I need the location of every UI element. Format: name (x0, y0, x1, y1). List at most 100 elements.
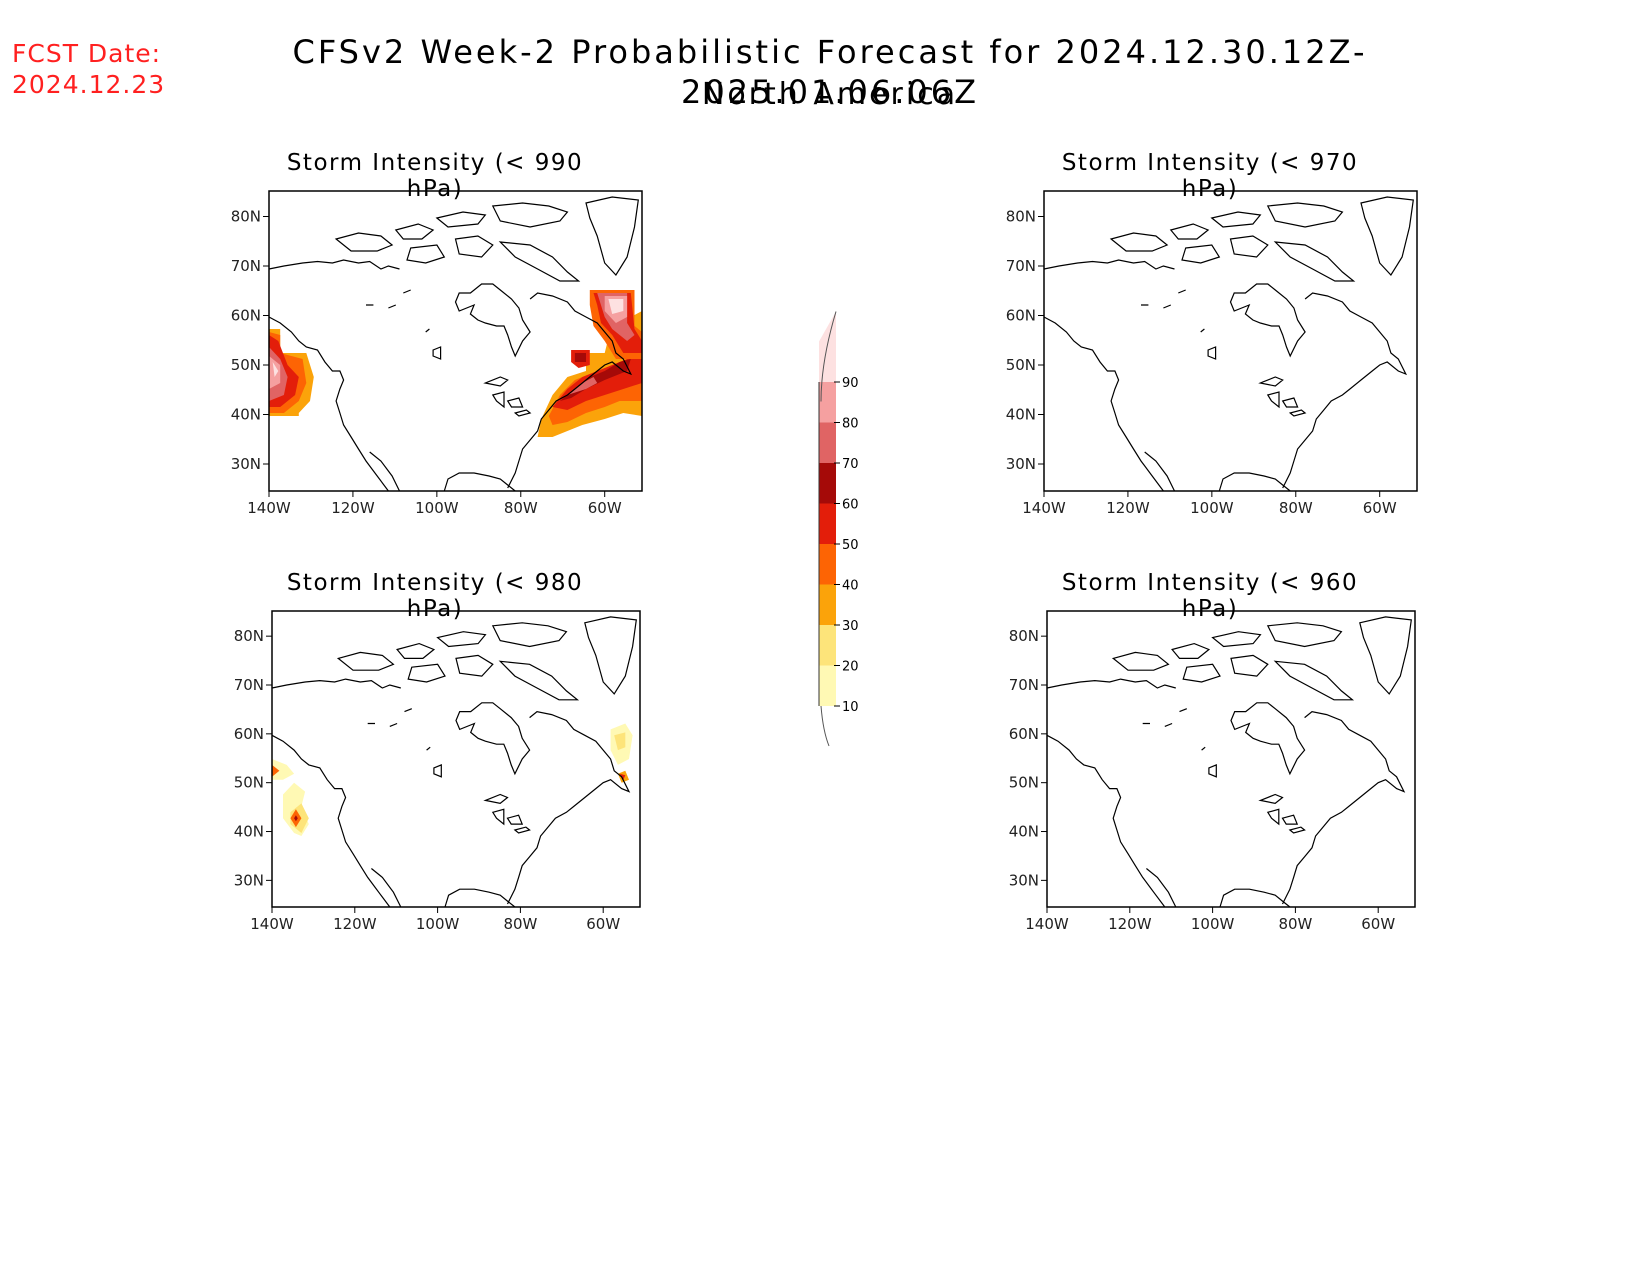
map-panels: 80N 70N 60N 50N 40N 30N 140W 120W 100W 80W 60W 80N 7… (231, 190, 1418, 933)
colorbar-segment (819, 625, 836, 666)
lon-tick-label: 100W (415, 499, 459, 517)
coastline (1046, 616, 1412, 908)
lat-tick-label: 40N (234, 823, 264, 841)
coastline-path (443, 292, 633, 492)
lon-tick-label: 100W (416, 915, 460, 933)
lat-tick-label: 80N (231, 208, 261, 226)
forecast-date-label: FCST Date: 2024.12.23 (12, 38, 165, 100)
coastline-path (1142, 708, 1217, 778)
lon-tick-label: 60W (1363, 499, 1397, 517)
coastline-path (366, 289, 442, 360)
coastline-path (271, 678, 401, 908)
colorbar-segment (819, 665, 836, 706)
colorbar-segment (819, 503, 836, 544)
colorbar-bottom-curve (820, 705, 830, 747)
lon-tick-label: 120W (333, 915, 377, 933)
panel-title-980: Storm Intensity (< 980 hPa) (286, 570, 584, 622)
lat-tick-label: 50N (1009, 774, 1039, 792)
lat-tick-label: 40N (231, 406, 261, 424)
lat-tick-label: 60N (231, 307, 261, 325)
panel-title-970: Storm Intensity (< 970 hPa) (1061, 150, 1359, 202)
probability-shade (272, 362, 279, 377)
coastline-path (1230, 702, 1306, 776)
colorbar-top-curve (820, 311, 837, 402)
coastline-path (334, 196, 639, 282)
lat-tick-label: 60N (1006, 307, 1036, 325)
probability-shade (608, 299, 624, 314)
coastline-path (268, 259, 400, 492)
colorbar-segment (819, 584, 836, 625)
lon-tick-label: 80W (503, 915, 537, 933)
lon-tick-label: 100W (1190, 499, 1234, 517)
coastline-path (1111, 616, 1412, 701)
lon-tick-label: 80W (1278, 915, 1312, 933)
coastline (1043, 196, 1414, 492)
coastline-path (444, 710, 631, 908)
coastline-path (367, 708, 442, 778)
lon-tick-label: 120W (331, 499, 375, 517)
coastline (268, 196, 639, 492)
coastline-path (371, 868, 402, 908)
colorbar-segment (819, 422, 836, 463)
colorbar-label: 50 (842, 538, 859, 553)
map-panel-p990: 80N 70N 60N 50N 40N 30N 140W 120W 100W 80W 60W (231, 190, 643, 517)
fcst-date-text: 2024.12.23 (12, 70, 166, 99)
probability-shade (294, 815, 298, 822)
coastline-path (369, 451, 401, 492)
probability-shade (272, 764, 280, 777)
coastline-path (1146, 868, 1177, 908)
colorbar-label: 20 (842, 660, 859, 675)
lat-tick-label: 70N (231, 257, 261, 275)
lon-tick-label: 140W (250, 915, 294, 933)
lat-tick-label: 30N (1006, 455, 1036, 473)
lon-tick-label: 60W (586, 915, 620, 933)
page-title: CFSv2 Week-2 Probabilistic Forecast for … (292, 33, 1368, 111)
coastline-path (1144, 451, 1176, 492)
map-frame (1043, 190, 1418, 492)
lat-tick-label: 80N (1006, 208, 1036, 226)
lat-tick-label: 80N (1009, 627, 1039, 645)
lat-tick-label: 50N (234, 774, 264, 792)
coastline-path (1218, 292, 1408, 492)
coastline-path (1046, 678, 1176, 908)
map-panel-p980: 80N 70N 60N 50N 40N 30N 140W 120W 100W 80W 60W (234, 610, 641, 933)
colorbar-label: 10 (842, 700, 859, 715)
coastline-path (1229, 283, 1306, 358)
coastline-path (1043, 259, 1175, 492)
lon-tick-label: 140W (247, 499, 291, 517)
coastline-path (483, 793, 531, 834)
colorbar-label: 70 (842, 457, 859, 472)
probability-shade (574, 353, 586, 362)
probability-shade (567, 377, 598, 395)
colorbar-label: 60 (842, 498, 859, 513)
lon-tick-label: 140W (1022, 499, 1066, 517)
coastline-path (1258, 793, 1306, 834)
coastline-path (1141, 289, 1217, 360)
colorbar-segment (819, 544, 836, 585)
lat-tick-label: 70N (234, 676, 264, 694)
coastline-path (455, 702, 531, 776)
colorbar: 10 20 30 40 50 60 70 80 90 (818, 311, 859, 747)
colorbar-segment (819, 463, 836, 504)
panel-title-960: Storm Intensity (< 960 hPa) (1061, 570, 1359, 622)
colorbar-label: 30 (842, 619, 859, 634)
map-frame (1046, 610, 1416, 908)
map-panel-p970: 80N 70N 60N 50N 40N 30N 140W 120W 100W 80W 60W (1006, 190, 1418, 517)
colorbar-label: 80 (842, 417, 859, 432)
coastline-path (1219, 710, 1406, 908)
lat-tick-label: 40N (1009, 823, 1039, 841)
coastline-path (1258, 376, 1307, 417)
lon-tick-label: 60W (588, 499, 622, 517)
coastline-path (1109, 196, 1414, 282)
colorbar-segment (819, 382, 836, 423)
lat-tick-label: 50N (1006, 356, 1036, 374)
lon-tick-label: 80W (1279, 499, 1313, 517)
coastline-path (336, 616, 637, 701)
lon-tick-label: 140W (1025, 915, 1069, 933)
coastline-path (483, 376, 532, 417)
lat-tick-label: 70N (1006, 257, 1036, 275)
lon-tick-label: 120W (1106, 499, 1150, 517)
lat-tick-label: 40N (1006, 406, 1036, 424)
lat-tick-label: 30N (231, 455, 261, 473)
